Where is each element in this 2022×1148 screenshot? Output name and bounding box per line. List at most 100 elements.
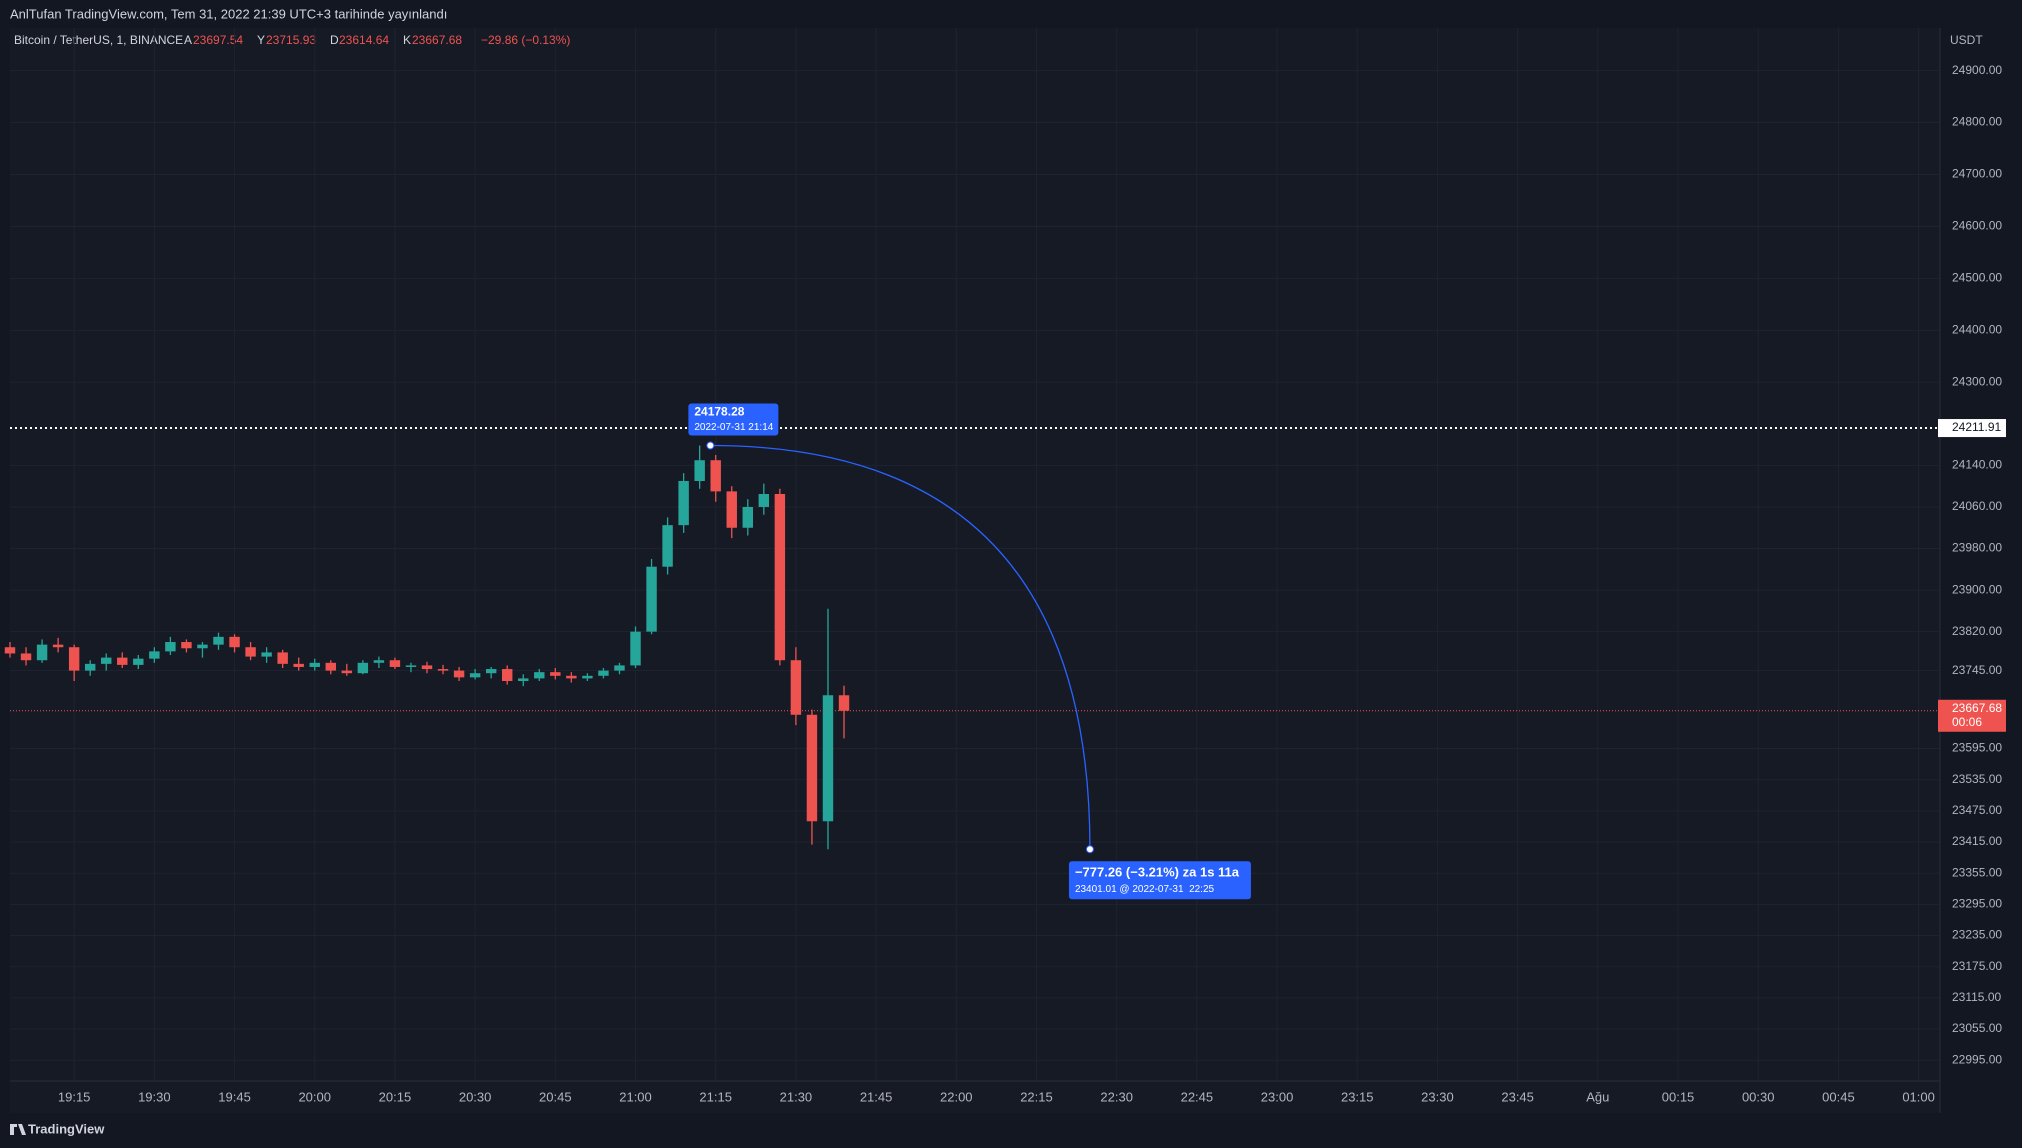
y-tick-label: 24400.00 bbox=[1952, 323, 2002, 337]
candle-body bbox=[550, 672, 561, 676]
x-tick-label: 20:45 bbox=[539, 1089, 572, 1104]
x-tick-label: 22:30 bbox=[1100, 1089, 1133, 1104]
y-tick-label: 24500.00 bbox=[1952, 271, 2002, 285]
y-tick-label: 23745.00 bbox=[1952, 663, 2002, 677]
y-tick-label: 23820.00 bbox=[1952, 624, 2002, 638]
candle-body bbox=[4, 647, 16, 654]
x-tick-label: 22:15 bbox=[1020, 1089, 1053, 1104]
last-price-label: 23667.68 bbox=[1952, 701, 2002, 715]
header: AnlTufan TradingView.com, Tem 31, 2022 2… bbox=[10, 6, 447, 21]
legend-value: 23715.93 bbox=[266, 33, 316, 47]
candle-body bbox=[662, 525, 673, 567]
candle-body bbox=[469, 673, 481, 678]
measure-arc bbox=[710, 444, 1091, 850]
y-tick-label: 23595.00 bbox=[1952, 741, 2002, 755]
legend-value: 23614.64 bbox=[339, 33, 389, 47]
measure-end bbox=[1085, 845, 1094, 854]
candle-body bbox=[822, 695, 834, 822]
candle-body bbox=[357, 662, 369, 674]
x-tick-label: 20:30 bbox=[459, 1089, 492, 1104]
y-tick-label: 23535.00 bbox=[1952, 772, 2002, 786]
legend-key: K bbox=[403, 33, 411, 47]
candle-body bbox=[774, 493, 786, 661]
y-tick-label: 23980.00 bbox=[1952, 541, 2002, 555]
y-tick-label: 24060.00 bbox=[1952, 499, 2002, 513]
symbol: Bitcoin / TetherUS, 1, BINANCE bbox=[14, 33, 183, 47]
x-tick-label: 20:00 bbox=[298, 1089, 331, 1104]
y-tick-label: 23475.00 bbox=[1952, 803, 2002, 817]
candle-body bbox=[309, 662, 320, 667]
candle-body bbox=[52, 644, 64, 648]
candle-body bbox=[165, 642, 176, 652]
candle-body bbox=[20, 653, 32, 661]
last-price-bg bbox=[1938, 699, 2006, 732]
candle-body bbox=[742, 506, 753, 528]
candle-body bbox=[534, 672, 545, 679]
candle-body bbox=[277, 652, 288, 664]
candle-body bbox=[261, 652, 272, 657]
measure-end-text: −777.26 (−3.21%) za 1s 11a bbox=[1075, 865, 1240, 880]
measure-start-box bbox=[688, 403, 779, 436]
legend-value: 23667.68 bbox=[412, 33, 462, 47]
y-tick-label: 24800.00 bbox=[1952, 115, 2002, 129]
y-axis-title: USDT bbox=[1950, 33, 1983, 47]
y-tick-label: 23115.00 bbox=[1952, 990, 2001, 1004]
candle-body bbox=[614, 665, 625, 671]
candle-body bbox=[582, 675, 593, 679]
x-tick-label: 23:30 bbox=[1421, 1089, 1454, 1104]
candle-body bbox=[790, 660, 802, 715]
legend-value: 23697.54 bbox=[193, 33, 243, 47]
y-tick-label: 23175.00 bbox=[1952, 959, 2002, 973]
y-tick-label: 24900.00 bbox=[1952, 63, 2002, 77]
candle-body bbox=[149, 651, 160, 659]
candle-body bbox=[229, 636, 240, 648]
price-label-bg bbox=[1938, 419, 2006, 438]
plot-area bbox=[10, 28, 1940, 1113]
legend-key: A bbox=[184, 33, 192, 47]
candle-body bbox=[373, 660, 385, 663]
measure-start-date: 2022-07-31 21:14 bbox=[694, 422, 773, 433]
x-tick-label: 23:00 bbox=[1261, 1089, 1294, 1104]
x-tick-label: 00:30 bbox=[1742, 1089, 1775, 1104]
candle-body bbox=[485, 669, 497, 674]
candle-body bbox=[678, 480, 689, 526]
x-tick-label: 19:45 bbox=[218, 1089, 251, 1104]
candle-body bbox=[213, 636, 224, 645]
y-tick-label: 23415.00 bbox=[1952, 834, 2002, 848]
logo bbox=[10, 1124, 26, 1135]
measure-start-price: 24178.28 bbox=[694, 405, 744, 419]
y-tick-label: 23355.00 bbox=[1952, 865, 2002, 879]
measure-start bbox=[706, 441, 715, 450]
y-tick-label: 24300.00 bbox=[1952, 374, 2002, 388]
candle-body bbox=[453, 670, 465, 678]
x-tick-label: 23:45 bbox=[1501, 1089, 1534, 1104]
candle-body bbox=[838, 695, 850, 711]
x-tick-label: 19:30 bbox=[138, 1089, 171, 1104]
candle-body bbox=[101, 657, 112, 664]
candle-body bbox=[726, 491, 737, 528]
candle-body bbox=[36, 644, 48, 661]
candle-body bbox=[710, 460, 721, 492]
y-tick-label: 23235.00 bbox=[1952, 928, 2002, 942]
candle-body bbox=[181, 642, 192, 649]
y-tick-label: 24700.00 bbox=[1952, 167, 2002, 181]
candle-body bbox=[437, 669, 449, 671]
candle-body bbox=[133, 658, 144, 665]
x-tick-label: 23:15 bbox=[1341, 1089, 1374, 1104]
y-tick-label: 22995.00 bbox=[1952, 1052, 2002, 1066]
x-tick-label: 21:30 bbox=[780, 1089, 813, 1104]
x-tick-label: 22:00 bbox=[940, 1089, 973, 1104]
candle-body bbox=[325, 662, 336, 671]
y-tick-label: 24140.00 bbox=[1952, 458, 2002, 472]
y-tick-label: 23295.00 bbox=[1952, 897, 2002, 911]
footer: TradingView bbox=[28, 1121, 105, 1136]
candle-body bbox=[501, 669, 513, 681]
x-tick-label: 01:00 bbox=[1902, 1089, 1935, 1104]
candle-body bbox=[405, 665, 417, 667]
price-label: 24211.91 bbox=[1952, 420, 2001, 434]
x-tick-label: 21:15 bbox=[699, 1089, 732, 1104]
candle-body bbox=[84, 663, 96, 671]
candle-body bbox=[293, 663, 304, 667]
